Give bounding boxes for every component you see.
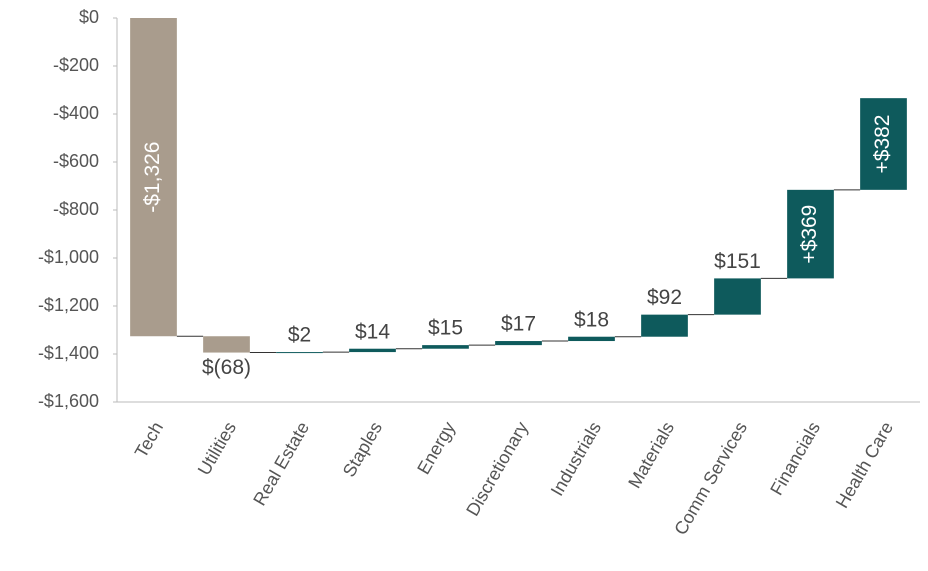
bar (276, 352, 323, 354)
value-label: +$369 (798, 205, 821, 264)
y-tick-label: -$1,600 (38, 391, 99, 411)
x-tick-label: Utilities (194, 418, 240, 478)
x-tick-label: Discretionary (462, 418, 532, 519)
bar (714, 278, 761, 315)
y-tick-label: -$1,000 (38, 247, 99, 267)
x-tick-label: Materials (624, 418, 678, 491)
bar (203, 336, 250, 353)
x-tick-label: Financials (766, 418, 824, 498)
bar (568, 336, 615, 342)
y-tick-label: -$800 (53, 199, 99, 219)
y-tick-label: -$600 (53, 151, 99, 171)
x-tick-label: Real Estate (249, 418, 313, 509)
bar (860, 98, 907, 190)
x-tick-label: Energy (413, 418, 459, 477)
value-label: $151 (714, 250, 761, 273)
value-label: $(68) (202, 356, 251, 379)
bar (787, 189, 834, 279)
value-label: -$1,326 (141, 142, 164, 213)
value-label: +$382 (871, 115, 894, 174)
x-tick-label: Tech (131, 418, 167, 461)
value-label: $14 (355, 320, 390, 343)
x-tick-label: Industrials (547, 418, 605, 499)
value-label: $17 (501, 313, 536, 336)
y-tick-label: -$400 (53, 103, 99, 123)
y-tick-label: -$1,400 (38, 343, 99, 363)
x-tick-label: Staples (339, 418, 386, 480)
y-tick-label: -$1,200 (38, 295, 99, 315)
x-tick-label: Health Care (832, 418, 897, 511)
value-label: $15 (428, 317, 463, 340)
bar (349, 348, 396, 353)
bar (495, 341, 542, 346)
bar (641, 314, 688, 337)
x-tick-label: Comm Services (670, 418, 751, 538)
bar (422, 345, 469, 349)
y-tick-label: -$200 (53, 55, 99, 75)
value-label: $2 (288, 324, 311, 347)
bar (130, 18, 177, 337)
y-tick-label: $0 (79, 7, 99, 27)
value-label: $18 (574, 308, 609, 331)
value-label: $92 (647, 286, 682, 309)
